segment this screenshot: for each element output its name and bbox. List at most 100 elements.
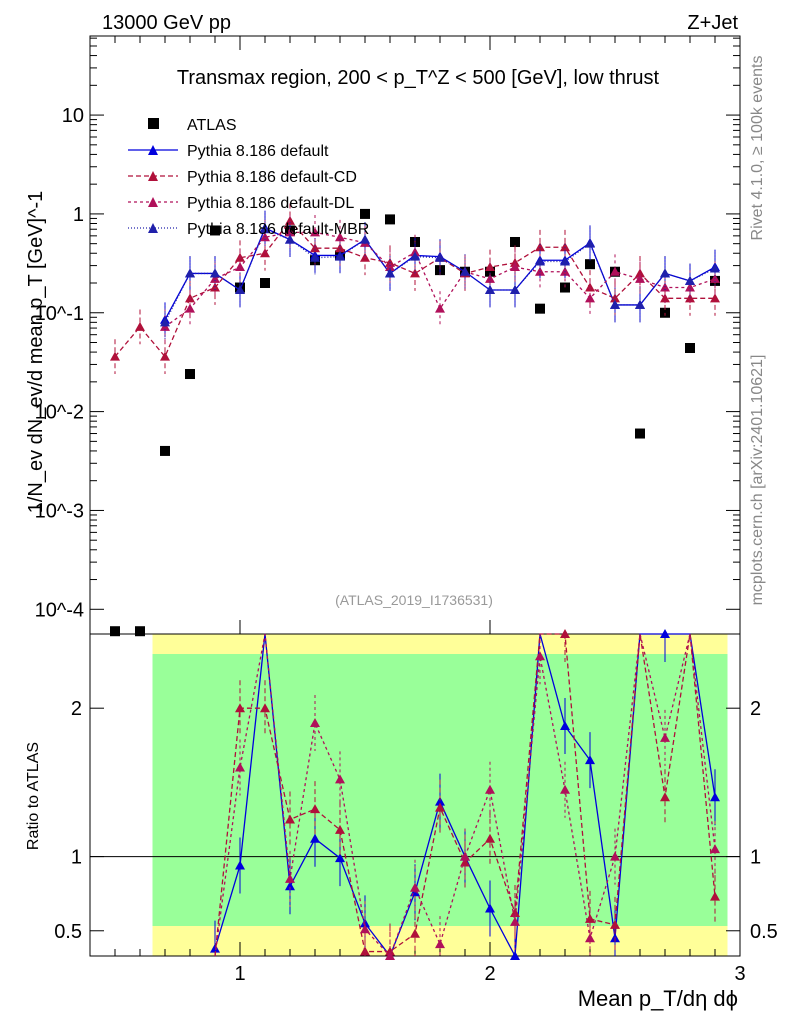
- band-green: [377, 654, 403, 926]
- data-point: [310, 227, 320, 237]
- data-point: [335, 232, 345, 242]
- x-tick-label: 2: [484, 963, 495, 985]
- ratio-point: [310, 804, 320, 814]
- analysis-watermark: (ATLAS_2019_I1736531): [335, 592, 493, 608]
- data-point: [335, 243, 345, 253]
- data-point: [285, 234, 295, 244]
- data-point: [135, 321, 145, 331]
- data-point: [485, 262, 495, 272]
- ratio-point: [410, 882, 420, 892]
- band-green: [577, 654, 603, 926]
- data-point: [610, 293, 620, 303]
- data-point: [585, 293, 595, 303]
- ratio-point: [435, 939, 445, 949]
- ratio-point: [285, 881, 295, 891]
- ratio-y-tick-label: 2: [750, 698, 761, 720]
- ratio-point: [335, 824, 345, 834]
- data-point: [660, 293, 670, 303]
- ratio-point: [560, 629, 570, 638]
- band-green: [202, 654, 228, 926]
- data-point: [135, 626, 145, 637]
- ratio-y-tick-label: 1: [71, 847, 82, 869]
- data-point: [160, 445, 170, 456]
- ratio-point: [385, 951, 395, 960]
- band-green: [627, 654, 653, 926]
- data-point: [435, 303, 445, 313]
- ratio-point: [360, 918, 370, 928]
- ratio-point: [260, 703, 270, 713]
- data-point: [510, 236, 520, 247]
- legend-marker: [148, 171, 158, 181]
- ratio-point: [460, 857, 470, 867]
- y-axis-label: 1/N_ev dN_ev/d mean p_T [GeV]^-1: [25, 191, 47, 514]
- data-point: [185, 369, 195, 380]
- data-point: [685, 282, 695, 292]
- data-point: [185, 268, 195, 278]
- data-point: [660, 307, 670, 318]
- data-point: [385, 268, 395, 278]
- ratio-point: [585, 755, 595, 765]
- side-label-mcplots: mcplots.cern.ch [arXiv:2401.10621]: [749, 355, 766, 606]
- data-point: [685, 343, 695, 354]
- data-point: [460, 266, 470, 276]
- y-tick-label: 10^-1: [35, 303, 84, 325]
- data-point: [385, 214, 395, 225]
- data-point: [360, 208, 370, 219]
- data-point: [660, 282, 670, 292]
- data-point: [560, 242, 570, 252]
- band-green: [527, 654, 553, 926]
- y-tick-label: 10^-3: [35, 500, 84, 522]
- legend-entry: Pythia 8.186 default-DL: [128, 195, 354, 212]
- ratio-point: [535, 651, 545, 661]
- ratio-point: [585, 933, 595, 943]
- legend-marker: [148, 197, 158, 207]
- data-point: [335, 251, 345, 261]
- legend-entry: Pythia 8.186 default: [128, 143, 329, 160]
- ratio-point: [435, 796, 445, 806]
- data-point: [110, 351, 120, 361]
- ratio-point: [710, 891, 720, 901]
- side-label-rivet: Rivet 4.1.0, ≥ 100k events: [749, 56, 766, 241]
- x-axis-label: Mean p_T/dη dϕ: [578, 986, 738, 1011]
- band-green: [177, 654, 203, 926]
- ratio-point: [410, 928, 420, 938]
- series-pythia-8-186-default-mbr: [160, 211, 720, 340]
- data-point: [685, 293, 695, 303]
- y-tick-label: 10: [62, 105, 84, 127]
- ratio-point: [335, 774, 345, 784]
- y-tick-label: 10^-2: [35, 402, 84, 424]
- data-point: [235, 284, 245, 294]
- ratio-point: [310, 718, 320, 728]
- ratio-pythia-8-186-default-dl: [214, 633, 720, 960]
- data-point: [635, 299, 645, 309]
- legend-label: Pythia 8.186 default: [187, 143, 329, 160]
- legend-marker: [148, 223, 158, 233]
- data-point: [385, 262, 395, 272]
- data-point: [435, 252, 445, 262]
- data-point: [710, 263, 720, 273]
- data-point: [260, 278, 270, 289]
- data-point: [585, 238, 595, 248]
- ratio-point: [235, 703, 245, 713]
- series-layer: [110, 203, 720, 637]
- data-point: [485, 273, 495, 283]
- ratio-point: [510, 916, 520, 926]
- data-point: [635, 268, 645, 278]
- ratio-layer: [210, 629, 720, 960]
- y-tick-label: 1: [73, 204, 84, 226]
- data-point: [610, 299, 620, 309]
- x-tick-label: 1: [234, 963, 245, 985]
- band-green: [677, 654, 703, 926]
- header-right: Z+Jet: [687, 12, 738, 34]
- ratio-point: [560, 721, 570, 730]
- data-point: [535, 303, 545, 314]
- data-point: [585, 259, 595, 270]
- data-point: [710, 293, 720, 303]
- data-point: [660, 268, 670, 278]
- data-point: [485, 266, 495, 277]
- ratio-point: [485, 833, 495, 843]
- data-point: [485, 284, 495, 294]
- ratio-point: [560, 784, 570, 794]
- data-point: [210, 225, 220, 236]
- data-point: [510, 262, 520, 272]
